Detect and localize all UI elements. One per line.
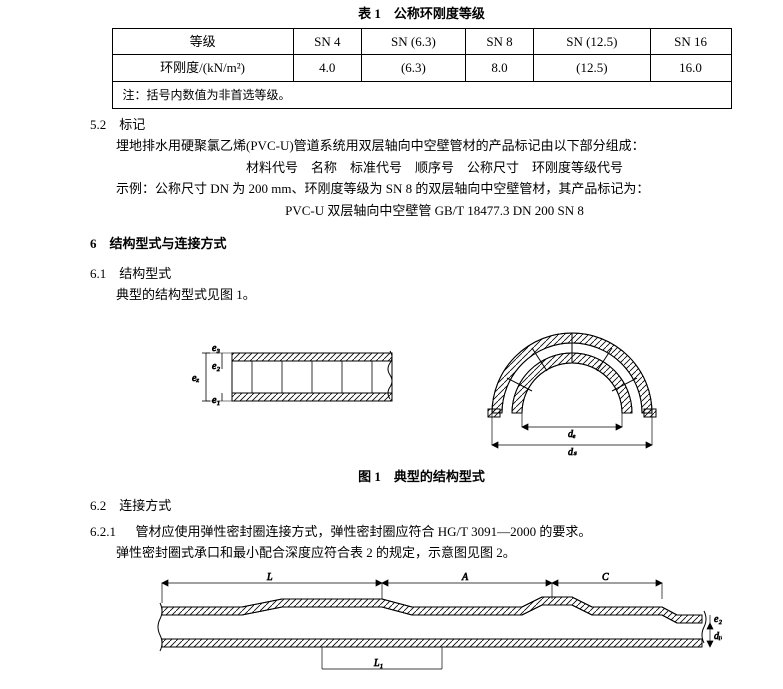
dim-L1: L₁ [373, 658, 383, 669]
dim-e3: e₃ [212, 343, 220, 354]
table1-h4: SN (12.5) [534, 28, 650, 55]
table1-h0: 等级 [112, 28, 293, 55]
dim-e1: e₁ [212, 395, 220, 406]
dim-dim: dᵢₘ [714, 631, 722, 642]
table1-c3: 8.0 [465, 55, 533, 82]
dim-C: C [602, 572, 609, 583]
table1-h1: SN 4 [293, 28, 361, 55]
sec52-example-value: PVC-U 双层轴向中空壁管 GB/T 18477.3 DN 200 SN 8 [90, 201, 753, 221]
table1-c5: 16.0 [650, 55, 731, 82]
sec62-heading: 6.2 连接方式 [90, 496, 753, 516]
page: 表 1 公称环刚度等级 等级 SN 4 SN (6.3) SN 8 SN (12… [0, 4, 783, 689]
dim-A: A [461, 572, 469, 583]
sec52-heading: 5.2 标记 [90, 115, 753, 135]
figure2-svg: L A C [122, 569, 722, 679]
table1-h2: SN (6.3) [361, 28, 465, 55]
table1-c2: (6.3) [361, 55, 465, 82]
table1-rowlabel: 环刚度/(kN/m²) [112, 55, 293, 82]
dim-de: dₛ [568, 447, 577, 458]
dim-e: eₓ [192, 373, 199, 384]
dim-e2: e₂ [212, 361, 220, 372]
sec6-heading: 6 结构型式与连接方式 [90, 234, 753, 254]
table1-c4: (12.5) [534, 55, 650, 82]
table1-title: 表 1 公称环刚度等级 [90, 4, 753, 24]
sec52-p1: 埋地排水用硬聚氯乙烯(PVC-U)管道系统用双层轴向中空壁管材的产品标记由以下部… [90, 136, 753, 156]
table1-h3: SN 8 [465, 28, 533, 55]
sec52-parts: 材料代号 名称 标准代号 顺序号 公称尺寸 环刚度等级代号 [90, 158, 753, 178]
table-row: 等级 SN 4 SN (6.3) SN 8 SN (12.5) SN 16 [112, 28, 731, 55]
dim-e2r: e₂ [714, 614, 722, 625]
table1-h5: SN 16 [650, 28, 731, 55]
sec61-heading: 6.1 结构型式 [90, 264, 753, 284]
figure1-right-svg: dₑ dₛ [462, 323, 682, 463]
figure1: eₓ e₃ e₂ e₁ [90, 323, 753, 463]
figure2: L A C [90, 569, 753, 679]
figure1-title: 图 1 典型的结构型式 [90, 467, 753, 487]
sec621-num: 6.2.1 [90, 524, 116, 539]
sec621-p1: 管材应使用弹性密封圈连接方式，弹性密封圈应符合 HG/T 3091—2000 的… [136, 524, 592, 539]
sec61-p1: 典型的结构型式见图 1。 [90, 285, 753, 305]
table1-c1: 4.0 [293, 55, 361, 82]
dim-di: dₑ [568, 429, 576, 440]
table1: 等级 SN 4 SN (6.3) SN 8 SN (12.5) SN 16 环刚… [112, 28, 732, 82]
table-row: 环刚度/(kN/m²) 4.0 (6.3) 8.0 (12.5) 16.0 [112, 55, 731, 82]
figure1-left-svg: eₓ e₃ e₂ e₁ [162, 323, 402, 433]
table1-note: 注：括号内数值为非首选等级。 [112, 82, 732, 109]
sec52-example-label: 示例：公称尺寸 DN 为 200 mm、环刚度等级为 SN 8 的双层轴向中空壁… [90, 179, 753, 199]
dim-L: L [266, 572, 273, 583]
sec621-p2: 弹性密封圈式承口和最小配合深度应符合表 2 的规定，示意图见图 2。 [90, 543, 753, 563]
